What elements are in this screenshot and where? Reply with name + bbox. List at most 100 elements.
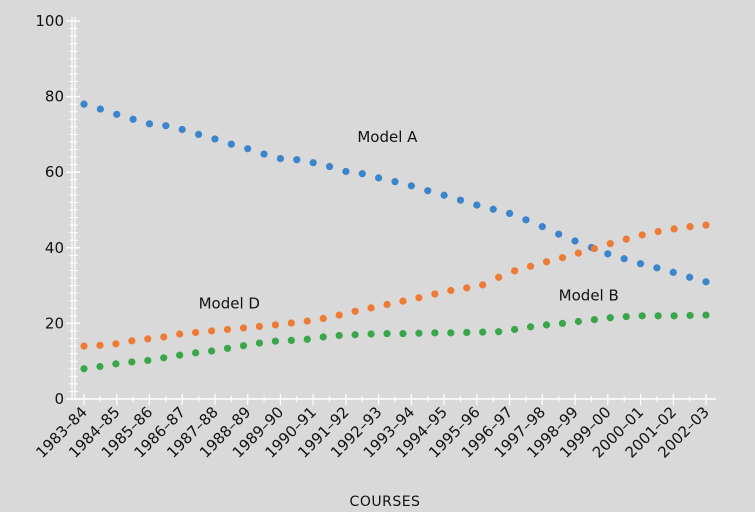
data-point: [144, 335, 152, 343]
data-point: [495, 273, 503, 281]
y-tick-label: 80: [45, 88, 64, 106]
data-point: [511, 325, 519, 334]
data-point: [192, 328, 200, 337]
data-point: [653, 264, 661, 272]
data-point: [112, 340, 120, 348]
series-model-a: [80, 100, 710, 286]
series-group: [80, 100, 710, 373]
data-point: [145, 120, 154, 128]
data-point: [271, 337, 279, 345]
data-point: [638, 312, 646, 320]
data-point: [431, 290, 439, 298]
y-tick-label: 20: [45, 314, 64, 332]
data-point: [431, 329, 439, 337]
data-point: [276, 154, 285, 163]
data-point: [606, 314, 614, 322]
data-point: [129, 115, 137, 123]
data-point: [415, 329, 423, 337]
data-point: [176, 351, 184, 359]
data-point: [207, 327, 216, 335]
data-point: [654, 312, 662, 320]
data-point: [96, 362, 104, 371]
data-point: [309, 159, 317, 167]
data-point: [351, 307, 359, 315]
data-point: [128, 337, 136, 345]
data-point: [463, 328, 471, 337]
data-point: [319, 333, 327, 341]
data-point: [415, 294, 423, 302]
data-point: [636, 260, 645, 268]
data-point: [367, 330, 375, 338]
data-point: [207, 347, 216, 355]
data-point: [128, 358, 136, 366]
data-point: [80, 365, 88, 373]
data-point: [440, 191, 448, 199]
data-point: [638, 231, 646, 239]
data-point: [367, 304, 375, 312]
data-point: [260, 150, 268, 158]
data-point: [375, 174, 383, 182]
data-point: [526, 262, 535, 270]
data-point: [555, 230, 563, 238]
data-point: [223, 344, 232, 352]
data-point: [160, 333, 168, 341]
data-point: [287, 336, 295, 345]
data-point: [604, 250, 612, 258]
series-labels: Model A Model D Model B: [199, 128, 619, 312]
series-label: Model B: [559, 287, 619, 305]
data-point: [702, 278, 710, 286]
data-point: [489, 205, 497, 213]
y-tick-label: 100: [35, 12, 64, 30]
data-point: [622, 312, 630, 321]
data-point: [479, 281, 487, 289]
series-label: Model A: [357, 128, 418, 146]
data-point: [686, 223, 694, 231]
data-point: [463, 284, 471, 292]
data-point: [303, 317, 311, 325]
data-point: [654, 227, 662, 236]
data-point: [113, 110, 121, 118]
series-model-b: [80, 311, 710, 373]
y-tick-label: 0: [54, 390, 64, 408]
y-tick-label: 60: [45, 163, 64, 181]
data-point: [160, 354, 168, 362]
data-point: [227, 140, 235, 148]
data-point: [244, 145, 252, 153]
data-point: [383, 330, 391, 338]
data-point: [670, 225, 678, 233]
data-point: [606, 240, 614, 248]
data-point: [335, 331, 343, 340]
data-point: [574, 317, 583, 326]
data-point: [571, 237, 579, 245]
data-point: [590, 316, 598, 324]
data-point: [194, 130, 203, 138]
data-point: [473, 201, 481, 209]
data-point: [702, 221, 710, 229]
series-model-d: [80, 221, 710, 350]
data-point: [538, 223, 546, 231]
data-point: [558, 254, 567, 262]
data-point: [669, 268, 677, 276]
data-point: [383, 300, 391, 309]
data-point: [574, 249, 583, 257]
data-point: [342, 167, 350, 176]
data-point: [670, 312, 678, 320]
data-point: [271, 321, 279, 329]
data-point: [80, 100, 88, 108]
data-point: [407, 182, 415, 190]
data-point: [622, 235, 630, 243]
data-point: [162, 122, 170, 130]
y-tick-label: 40: [45, 239, 64, 257]
data-point: [686, 311, 694, 320]
data-point: [287, 319, 295, 327]
data-point: [479, 328, 487, 336]
data-point: [96, 105, 104, 113]
data-point: [456, 196, 465, 204]
data-point: [558, 319, 567, 327]
data-point: [505, 209, 514, 218]
data-point: [702, 311, 710, 319]
data-point: [335, 311, 343, 319]
data-point: [96, 341, 104, 349]
